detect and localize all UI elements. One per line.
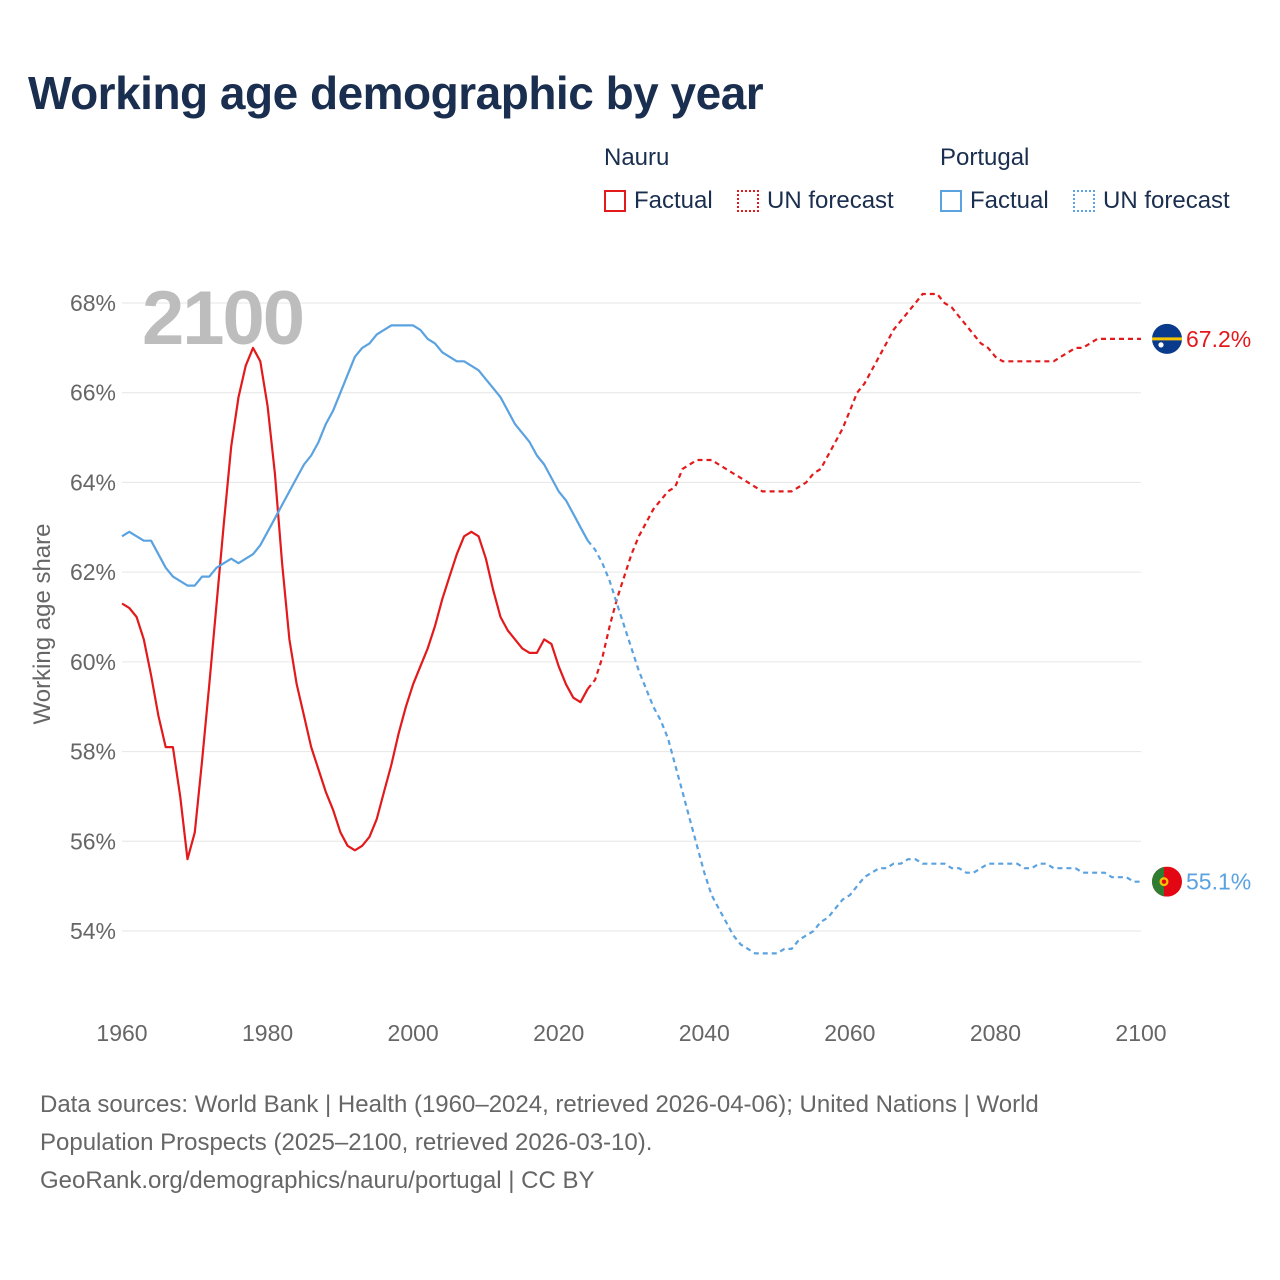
y-tick-label: 58% xyxy=(70,739,116,765)
y-tick-label: 62% xyxy=(70,559,116,585)
y-tick-label: 56% xyxy=(70,828,116,854)
legend-group-nauru: Nauru xyxy=(604,144,670,171)
legend-nauru-factual-label: Factual xyxy=(634,187,713,214)
portugal-forecast-line xyxy=(586,540,1141,955)
x-tick-label: 1980 xyxy=(242,1020,293,1046)
y-tick-label: 66% xyxy=(70,380,116,406)
legend-portugal-factual[interactable]: Factual xyxy=(940,186,1049,216)
nauru-end-value-label: 67.2% xyxy=(1186,326,1251,352)
nauru-forecast-line xyxy=(586,292,1141,690)
legend-portugal-forecast-label: UN forecast xyxy=(1103,187,1230,214)
x-tick-label: 2020 xyxy=(533,1020,584,1046)
y-tick-label: 54% xyxy=(70,918,116,944)
legend-portugal-factual-label: Factual xyxy=(970,187,1049,214)
x-tick-label: 2000 xyxy=(388,1020,439,1046)
x-tick-label: 2060 xyxy=(824,1020,875,1046)
portugal-flag-icon xyxy=(1152,866,1182,897)
x-tick-label: 1960 xyxy=(96,1020,147,1046)
nauru-factual-swatch-icon xyxy=(604,190,626,212)
portugal-factual-line xyxy=(121,324,589,587)
legend-group-portugal: Portugal xyxy=(940,144,1030,171)
y-tick-label: 68% xyxy=(70,290,116,316)
portugal-forecast-swatch-icon xyxy=(1073,190,1095,212)
line-chart: 2100 54% 56% 58% 60% 62% 64% 66% 68% 1960 1980 20… xyxy=(29,276,1251,1046)
legend-nauru-forecast[interactable]: UN forecast xyxy=(737,186,894,216)
x-axis-ticks: 1960 1980 2000 2020 2040 2060 2080 2100 xyxy=(96,1020,1166,1046)
source-line-2: Population Prospects (2025–2100, retriev… xyxy=(40,1129,653,1156)
source-link[interactable]: GeoRank.org/demographics/nauru/portugal … xyxy=(40,1167,595,1194)
nauru-forecast-swatch-icon xyxy=(737,190,759,212)
portugal-factual-swatch-icon xyxy=(940,190,962,212)
x-tick-label: 2080 xyxy=(970,1020,1021,1046)
end-markers: 67.2% 55.1% xyxy=(1152,323,1251,897)
legend-nauru-forecast-label: UN forecast xyxy=(767,187,894,214)
y-tick-label: 60% xyxy=(70,649,116,675)
y-axis-ticks: 54% 56% 58% 60% 62% 64% 66% 68% xyxy=(70,290,116,944)
legend-portugal-forecast[interactable]: UN forecast xyxy=(1073,186,1230,216)
year-watermark: 2100 xyxy=(142,276,303,361)
source-line-1: Data sources: World Bank | Health (1960–… xyxy=(40,1091,1039,1118)
y-tick-label: 64% xyxy=(70,469,116,495)
x-tick-label: 2100 xyxy=(1115,1020,1166,1046)
portugal-end-value-label: 55.1% xyxy=(1186,869,1251,895)
footer: Data sources: World Bank | Health (1960–… xyxy=(40,1086,1200,1200)
x-tick-label: 2040 xyxy=(679,1020,730,1046)
nauru-flag-icon xyxy=(1152,323,1182,354)
legend-nauru-factual[interactable]: Factual xyxy=(604,186,713,216)
chart-title: Working age demographic by year xyxy=(28,67,764,119)
nauru-factual-line xyxy=(121,346,589,861)
series-lines xyxy=(121,292,1141,955)
grid-lines xyxy=(122,302,1141,932)
y-axis-label: Working age share xyxy=(29,524,56,725)
